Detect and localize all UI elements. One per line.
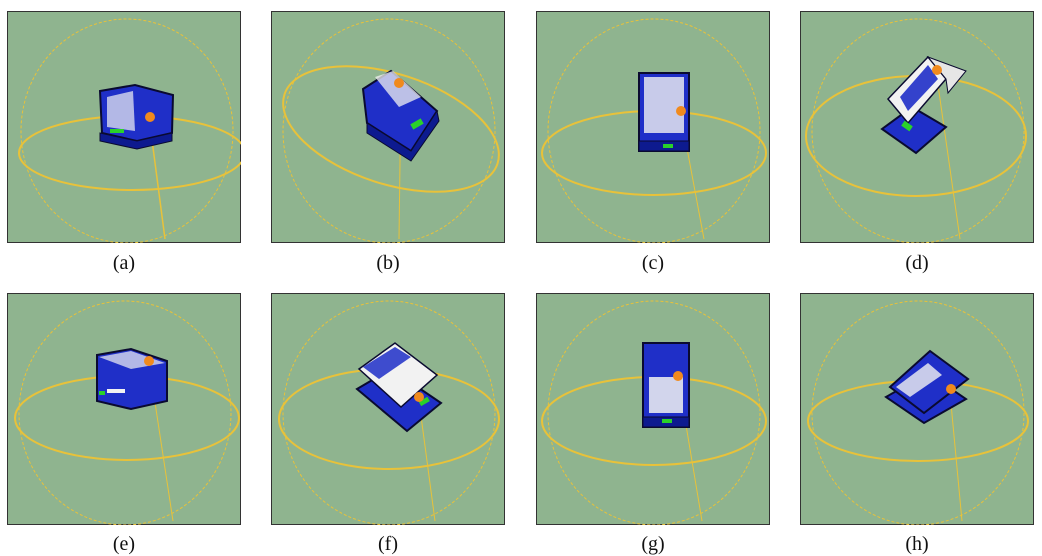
orbit-sphere [20, 18, 234, 243]
device-model [638, 72, 690, 152]
sun-marker [946, 384, 956, 394]
scene-e [7, 293, 241, 525]
caption-a: (a) [112, 252, 136, 274]
scene-c [536, 11, 770, 243]
orbit-sphere [547, 18, 761, 243]
scene-panel-e [7, 293, 241, 525]
sun-marker [145, 112, 155, 122]
scene-panel-d [800, 11, 1034, 243]
orbit-sphere [547, 300, 761, 525]
scene-panel-f [271, 293, 505, 525]
sun-marker [144, 356, 154, 366]
device-model [96, 347, 168, 411]
caption-e: (e) [112, 533, 136, 555]
sun-marker [414, 392, 424, 402]
scene-d [800, 11, 1034, 243]
orbit-meridian [949, 392, 963, 522]
orbit-equator [282, 65, 500, 193]
orbit-meridian [418, 400, 436, 522]
device-model [642, 342, 690, 428]
orbit-meridian [935, 70, 961, 240]
scene-panel-h [800, 293, 1034, 525]
sun-marker [932, 65, 942, 75]
sun-marker [676, 106, 686, 116]
orbit-sphere [811, 18, 1025, 243]
caption-d: (d) [905, 252, 929, 274]
scene-f [271, 293, 505, 525]
device-model [884, 349, 970, 425]
caption-g: (g) [641, 533, 665, 555]
scene-a [7, 11, 241, 243]
caption-h: (h) [905, 533, 929, 555]
device-model [355, 342, 443, 433]
device-model [880, 55, 967, 155]
orbit-sphere [282, 300, 496, 525]
scene-panel-b [271, 11, 505, 243]
caption-b: (b) [376, 252, 400, 274]
device-model [98, 83, 175, 150]
sun-marker [394, 78, 404, 88]
scene-h [800, 293, 1034, 525]
scene-panel-a [7, 11, 241, 243]
scene-b [271, 11, 505, 243]
caption-f: (f) [378, 533, 398, 555]
device-model [361, 69, 440, 162]
scene-panel-g [536, 293, 770, 525]
scene-background [7, 293, 241, 525]
sun-marker [673, 371, 683, 381]
orbit-sphere [811, 300, 1025, 525]
orbit-sphere [18, 300, 232, 525]
scene-g [536, 293, 770, 525]
orbit-sphere [282, 18, 496, 243]
caption-c: (c) [641, 252, 665, 274]
scene-panel-c [536, 11, 770, 243]
